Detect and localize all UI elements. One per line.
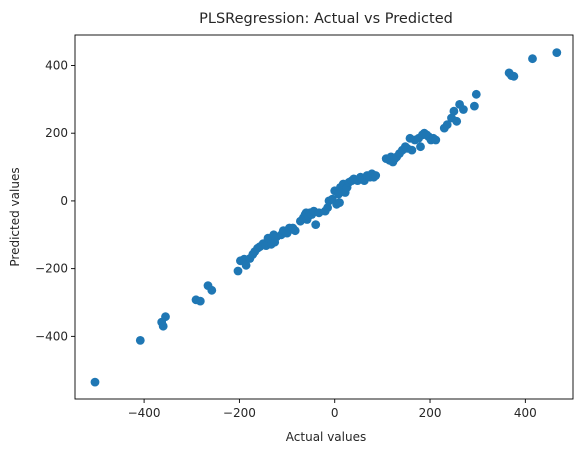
y-tick-label: −400 [35,329,68,343]
x-axis-ticks: −400 −200 0 200 400 [128,399,537,420]
x-tick-label: −400 [128,406,161,420]
scatter-point [335,198,344,208]
scatter-point [452,116,462,126]
y-tick-label: 0 [60,194,68,208]
points-layer [90,48,562,387]
scatter-point [161,312,170,322]
scatter-point [323,203,332,213]
plot-frame [74,34,574,400]
scatter-point [552,48,562,57]
scatter-point [431,135,441,145]
scatter-point [233,266,243,276]
x-tick-label: 400 [514,406,537,420]
x-tick-label: 0 [331,406,339,420]
scatter-point [207,285,217,295]
x-axis-title: Actual values [286,430,366,444]
scatter-point [442,120,452,130]
scatter-point [135,336,145,345]
x-tick-label: 200 [419,406,442,420]
y-tick-label: −200 [35,262,68,276]
x-tick-label: −200 [223,406,256,420]
scatter-point [371,171,381,180]
scatter-point [449,106,459,116]
scatter-point [407,145,417,155]
scatter-point [195,296,205,306]
y-tick-label: 400 [45,58,68,72]
y-tick-label: 200 [45,126,68,140]
scatter-point [470,101,479,111]
scatter-point [416,142,425,152]
scatter-point [290,226,300,236]
scatter-point [528,54,537,64]
scatter-point [471,89,481,99]
chart-title: PLSRegression: Actual vs Predicted [199,11,453,27]
y-axis-title: Predicted values [8,167,22,266]
scatter-point [158,321,168,331]
scatter-point [90,377,100,387]
scatter-point [459,105,468,114]
y-axis-ticks: −400 −200 0 200 400 [35,58,75,343]
scatter-point [509,71,519,81]
scatter-point [241,260,251,270]
scatter-point [311,220,321,230]
